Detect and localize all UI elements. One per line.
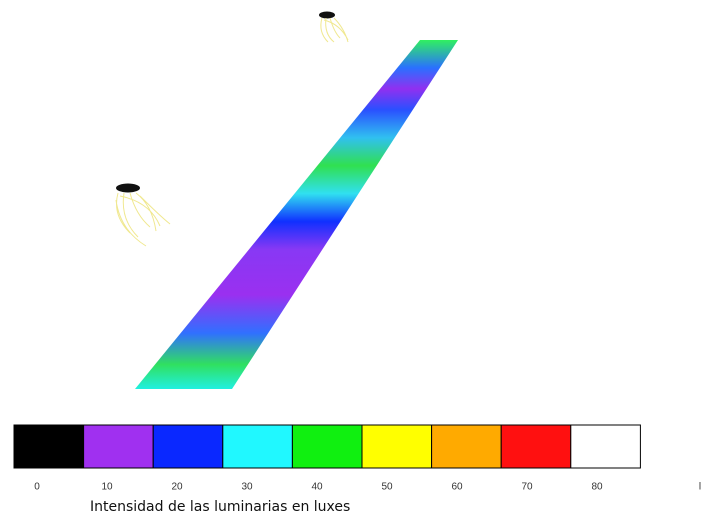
legend-swatch	[570, 424, 641, 469]
legend-label: 50	[381, 482, 393, 493]
legend-label: 0	[34, 482, 40, 493]
color-legend: 0 10 20 30 40 50 60 70 80 l	[13, 424, 701, 493]
luminaire	[319, 11, 349, 43]
caption: Intensidad de las luminarias en luxes	[90, 499, 350, 515]
legend-label: 80	[591, 482, 603, 493]
luminaire	[115, 183, 171, 247]
legend-swatch	[500, 424, 572, 469]
legend-label: 20	[171, 482, 183, 493]
legend-swatch	[222, 424, 293, 469]
legend-label: 10	[101, 482, 113, 493]
legend-swatch	[13, 424, 85, 469]
legend-label: 30	[241, 482, 253, 493]
legend-swatch	[431, 424, 502, 469]
legend-label: 60	[451, 482, 463, 493]
legend-swatch	[152, 424, 224, 469]
legend-label: 40	[311, 482, 323, 493]
legend-swatch	[83, 424, 154, 469]
road-strip	[135, 40, 458, 389]
unit-mark: l	[699, 482, 701, 493]
legend-label: 70	[521, 482, 533, 493]
legend-swatch	[361, 424, 433, 469]
legend-swatch	[291, 424, 363, 469]
